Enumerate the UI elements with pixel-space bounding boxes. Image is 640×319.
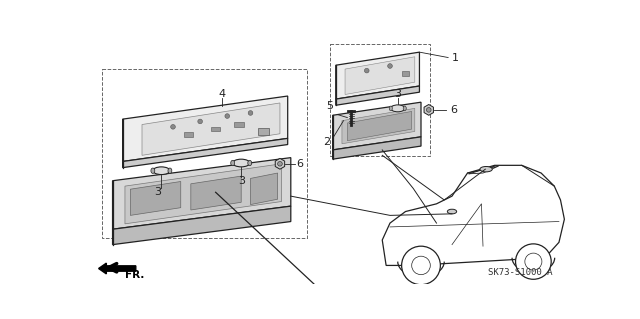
Polygon shape: [250, 173, 278, 204]
Circle shape: [388, 64, 392, 68]
Polygon shape: [336, 86, 419, 105]
Bar: [234, 122, 244, 127]
Bar: [259, 128, 269, 135]
Polygon shape: [123, 138, 288, 168]
Polygon shape: [333, 137, 421, 159]
Ellipse shape: [480, 167, 492, 172]
Text: 2: 2: [323, 137, 330, 147]
Polygon shape: [113, 158, 291, 229]
Ellipse shape: [231, 160, 235, 166]
Text: 3: 3: [154, 187, 161, 197]
Text: 3: 3: [237, 176, 244, 187]
Bar: [184, 132, 193, 137]
Polygon shape: [113, 206, 291, 245]
Polygon shape: [333, 102, 421, 150]
Text: 4: 4: [218, 89, 225, 99]
Ellipse shape: [403, 106, 406, 111]
Text: 6: 6: [296, 159, 303, 169]
Bar: [102, 69, 307, 239]
Ellipse shape: [248, 160, 252, 166]
Polygon shape: [342, 108, 415, 144]
Bar: [402, 70, 410, 76]
Ellipse shape: [168, 168, 172, 174]
Polygon shape: [142, 103, 280, 155]
Ellipse shape: [233, 159, 250, 167]
Circle shape: [278, 161, 282, 166]
Polygon shape: [123, 96, 288, 161]
Bar: [330, 44, 430, 156]
Text: 6: 6: [451, 105, 458, 115]
Polygon shape: [345, 57, 415, 94]
Text: 1: 1: [452, 53, 459, 63]
Circle shape: [364, 68, 369, 73]
Polygon shape: [191, 176, 241, 210]
Text: 5: 5: [326, 101, 333, 111]
Text: FR.: FR.: [125, 271, 145, 280]
Text: 3: 3: [394, 90, 401, 100]
Polygon shape: [382, 165, 564, 265]
Ellipse shape: [153, 167, 170, 174]
Polygon shape: [125, 164, 282, 224]
Circle shape: [525, 253, 542, 270]
Circle shape: [516, 244, 551, 279]
Polygon shape: [131, 182, 180, 215]
Ellipse shape: [391, 105, 404, 112]
Ellipse shape: [151, 168, 155, 174]
Polygon shape: [348, 111, 412, 141]
Polygon shape: [336, 52, 419, 99]
Ellipse shape: [447, 209, 457, 214]
FancyArrow shape: [99, 263, 136, 274]
Circle shape: [248, 111, 253, 115]
Circle shape: [171, 124, 175, 129]
Ellipse shape: [389, 106, 392, 111]
Circle shape: [412, 256, 430, 275]
Circle shape: [225, 114, 230, 118]
Circle shape: [402, 246, 440, 285]
Text: SK73-S1000 A: SK73-S1000 A: [488, 268, 553, 277]
Bar: [211, 127, 220, 131]
Circle shape: [426, 108, 431, 112]
Circle shape: [198, 119, 202, 124]
